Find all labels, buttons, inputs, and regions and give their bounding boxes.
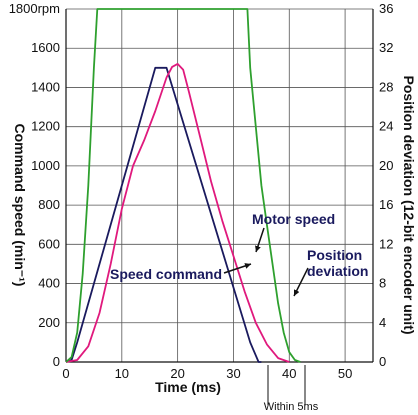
left-tick-label: 200 xyxy=(38,315,60,330)
x-axis-ticks: 0 10 20 30 40 50 xyxy=(62,366,352,381)
position-deviation-label-line2: deviation xyxy=(307,263,368,279)
speed-command-line xyxy=(65,66,262,363)
left-tick-label: 1800rpm xyxy=(9,1,60,16)
left-tick-label: 1000 xyxy=(31,158,60,173)
right-tick-label: 28 xyxy=(379,79,393,94)
y-right-axis-title: Position deviation (12-bit encoder unit) xyxy=(401,75,417,334)
x-tick-label: 10 xyxy=(115,366,129,381)
speed-command-label: Speed command xyxy=(110,266,222,282)
right-axis-ticks: 0 4 8 12 16 20 24 28 32 36 xyxy=(379,1,393,369)
x-tick-label: 50 xyxy=(338,366,352,381)
left-tick-label: 1200 xyxy=(31,119,60,134)
right-tick-label: 20 xyxy=(379,158,393,173)
left-tick-label: 1600 xyxy=(31,40,60,55)
series-lines xyxy=(65,8,301,363)
right-tick-label: 16 xyxy=(379,197,393,212)
grid-lines xyxy=(65,8,374,363)
x-tick-label: 30 xyxy=(226,366,240,381)
left-tick-label: 0 xyxy=(53,354,60,369)
y-left-axis-title: Command speed (min⁻¹) xyxy=(12,124,28,287)
left-tick-label: 600 xyxy=(38,236,60,251)
left-tick-label: 400 xyxy=(38,276,60,291)
motor-speed-line xyxy=(65,63,290,363)
left-tick-label: 800 xyxy=(38,197,60,212)
motor-speed-label: Motor speed xyxy=(252,211,335,227)
x-tick-label: 40 xyxy=(282,366,296,381)
right-tick-label: 0 xyxy=(379,354,386,369)
position-deviation-line xyxy=(65,8,301,363)
left-tick-label: 1400 xyxy=(31,79,60,94)
right-tick-label: 8 xyxy=(379,276,386,291)
right-tick-label: 32 xyxy=(379,40,393,55)
x-axis-title: Time (ms) xyxy=(155,379,221,395)
within-5ms-label: Within 5ms xyxy=(264,401,319,413)
right-tick-label: 4 xyxy=(379,315,386,330)
right-tick-label: 12 xyxy=(379,236,393,251)
right-tick-label: 24 xyxy=(379,119,393,134)
x-tick-label: 20 xyxy=(170,366,184,381)
left-axis-ticks: 0 200 400 600 800 1000 1200 1400 1600 1800rpm xyxy=(9,1,60,369)
motor-speed-arrow xyxy=(255,227,265,253)
x-tick-label: 0 xyxy=(62,366,69,381)
speed-command-arrow xyxy=(223,263,252,274)
position-deviation-arrow xyxy=(293,267,309,297)
right-tick-label: 36 xyxy=(379,1,393,16)
position-deviation-label-line1: Position xyxy=(307,247,362,263)
